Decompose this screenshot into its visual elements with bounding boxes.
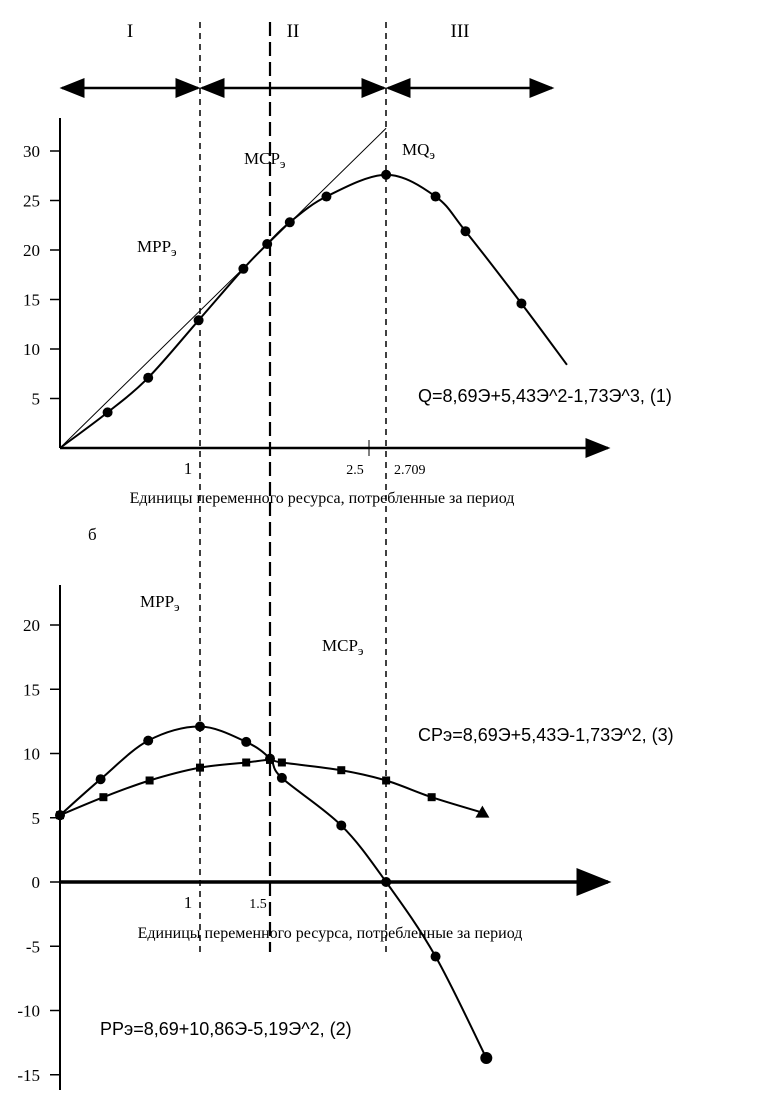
annotation-mpp-bottom: MPPэ [140,592,180,614]
data-point-CPэ [99,793,108,802]
annotation-mcp-bottom: MCPэ [322,636,364,658]
region-label-2: II [287,21,300,42]
x-axis-label-top: Единицы переменного ресурса, потребленны… [130,490,515,507]
formula-cp: CPэ=8,69Э+5,43Э-1,73Э^2, (3) [418,725,674,745]
data-point-Q [460,226,471,237]
data-point-CPэ [266,755,274,764]
y-tick-label: 5 [32,390,41,409]
series-line-tangent [59,127,387,449]
y-tick-label: 0 [32,873,41,892]
data-point-CPэ [427,793,436,802]
x-tick-label: 1.5 [249,897,267,912]
annotation-mq-top: MQэ [402,140,435,162]
annotation-mpp-top: MPPэ [137,237,177,259]
y-tick-label: 20 [23,616,40,635]
x-tick-label: 1 [184,893,193,912]
data-point-CPэ [277,758,286,767]
data-point-PPэ [95,774,106,785]
data-point-Q [516,298,527,309]
y-tick-label: 30 [23,142,40,161]
x-axis-label-bottom: Единицы переменного ресурса, потребленны… [138,925,523,942]
series-line-Q [59,173,568,449]
data-point-Q [193,315,204,326]
formula-pp: PPэ=8,69+10,86Э-5,19Э^2, (2) [100,1019,352,1039]
y-tick-label: 20 [23,241,40,260]
annotation-mcp-top: MCPэ [244,149,286,171]
data-point-Q [321,191,332,202]
y-tick-label: 15 [23,680,40,699]
data-point-PPэ [241,736,252,747]
y-tick-label: -10 [17,1002,40,1021]
data-point-CPэ [475,805,490,818]
y-tick-label: -15 [17,1066,40,1085]
data-point-PPэ [143,735,154,746]
data-point-Q [381,169,392,180]
data-point-PPэ [195,721,205,732]
x-tick-label: 2.5 [346,463,364,478]
data-point-Q [143,372,154,383]
x-tick-label: 1 [184,459,193,478]
series-line-CPэ [59,758,483,817]
data-point-Q [102,407,113,418]
data-point-CPэ [145,776,154,785]
data-point-PPэ [336,820,347,831]
data-point-PPэ [480,1052,493,1065]
panel-label-b: б [88,525,97,544]
y-tick-label: 15 [23,291,40,310]
data-point-PPэ [430,951,441,962]
y-tick-label: 10 [23,340,40,359]
data-point-CPэ [382,776,391,785]
data-point-CPэ [196,763,204,772]
data-point-CPэ [337,766,346,775]
y-tick-label: 5 [32,809,41,828]
y-tick-label: 25 [23,192,40,211]
region-label-1: I [127,21,133,42]
region-label-3: III [451,21,470,42]
y-tick-label: -5 [26,937,40,956]
y-tick-label: 10 [23,745,40,764]
x-tick-label: 2.709 [394,463,426,478]
data-point-CPэ [56,811,64,820]
data-point-CPэ [242,758,251,767]
series-line-PPэ [59,725,488,1059]
data-point-PPэ [381,877,392,887]
data-point-Q [430,191,441,202]
formula-q: Q=8,69Э+5,43Э^2-1,73Э^3, (1) [418,386,672,406]
data-point-Q [262,239,273,250]
data-point-PPэ [276,772,287,783]
